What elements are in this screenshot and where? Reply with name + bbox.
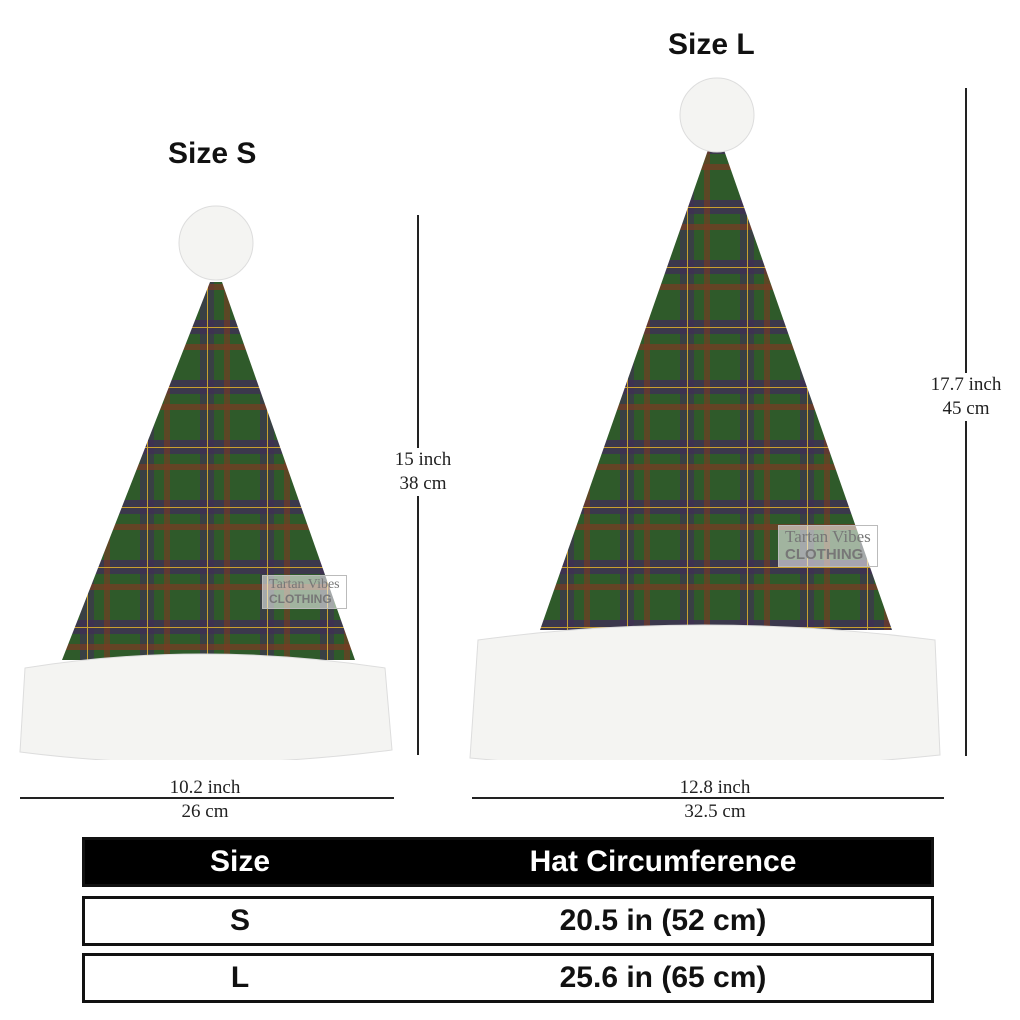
header-size: Size	[209, 845, 271, 878]
hat-illustrations	[19, 77, 941, 760]
height-label-small: 15 inch 38 cm	[378, 448, 468, 496]
height-arrow-large	[965, 88, 967, 756]
table-row: S 20.5 in (52 cm)	[82, 896, 934, 946]
width-label-large: 12.8 inch 32.5 cm	[679, 777, 751, 822]
cell-circumference: 25.6 in (65 cm)	[559, 961, 767, 994]
size-l-title: Size L	[668, 28, 755, 61]
height-label-large: 17.7 inch 45 cm	[912, 373, 1020, 421]
width-arrow-large	[472, 797, 944, 799]
cell-size: S	[229, 904, 250, 937]
width-label-small: 10.2 inch 26 cm	[169, 777, 241, 822]
size-s-title: Size S	[168, 137, 257, 170]
width-arrow-small	[20, 797, 394, 799]
table-header: Size Hat Circumference	[82, 837, 934, 887]
cell-size: L	[230, 961, 250, 994]
watermark-small: Tartan Vibes CLOTHING	[262, 575, 347, 609]
hat-small	[19, 205, 393, 760]
header-circumference: Hat Circumference	[529, 845, 797, 878]
watermark-large: Tartan Vibes CLOTHING	[778, 525, 878, 567]
table-row: L 25.6 in (65 cm)	[82, 953, 934, 1003]
cell-circumference: 20.5 in (52 cm)	[559, 904, 767, 937]
hat-large	[469, 77, 941, 760]
